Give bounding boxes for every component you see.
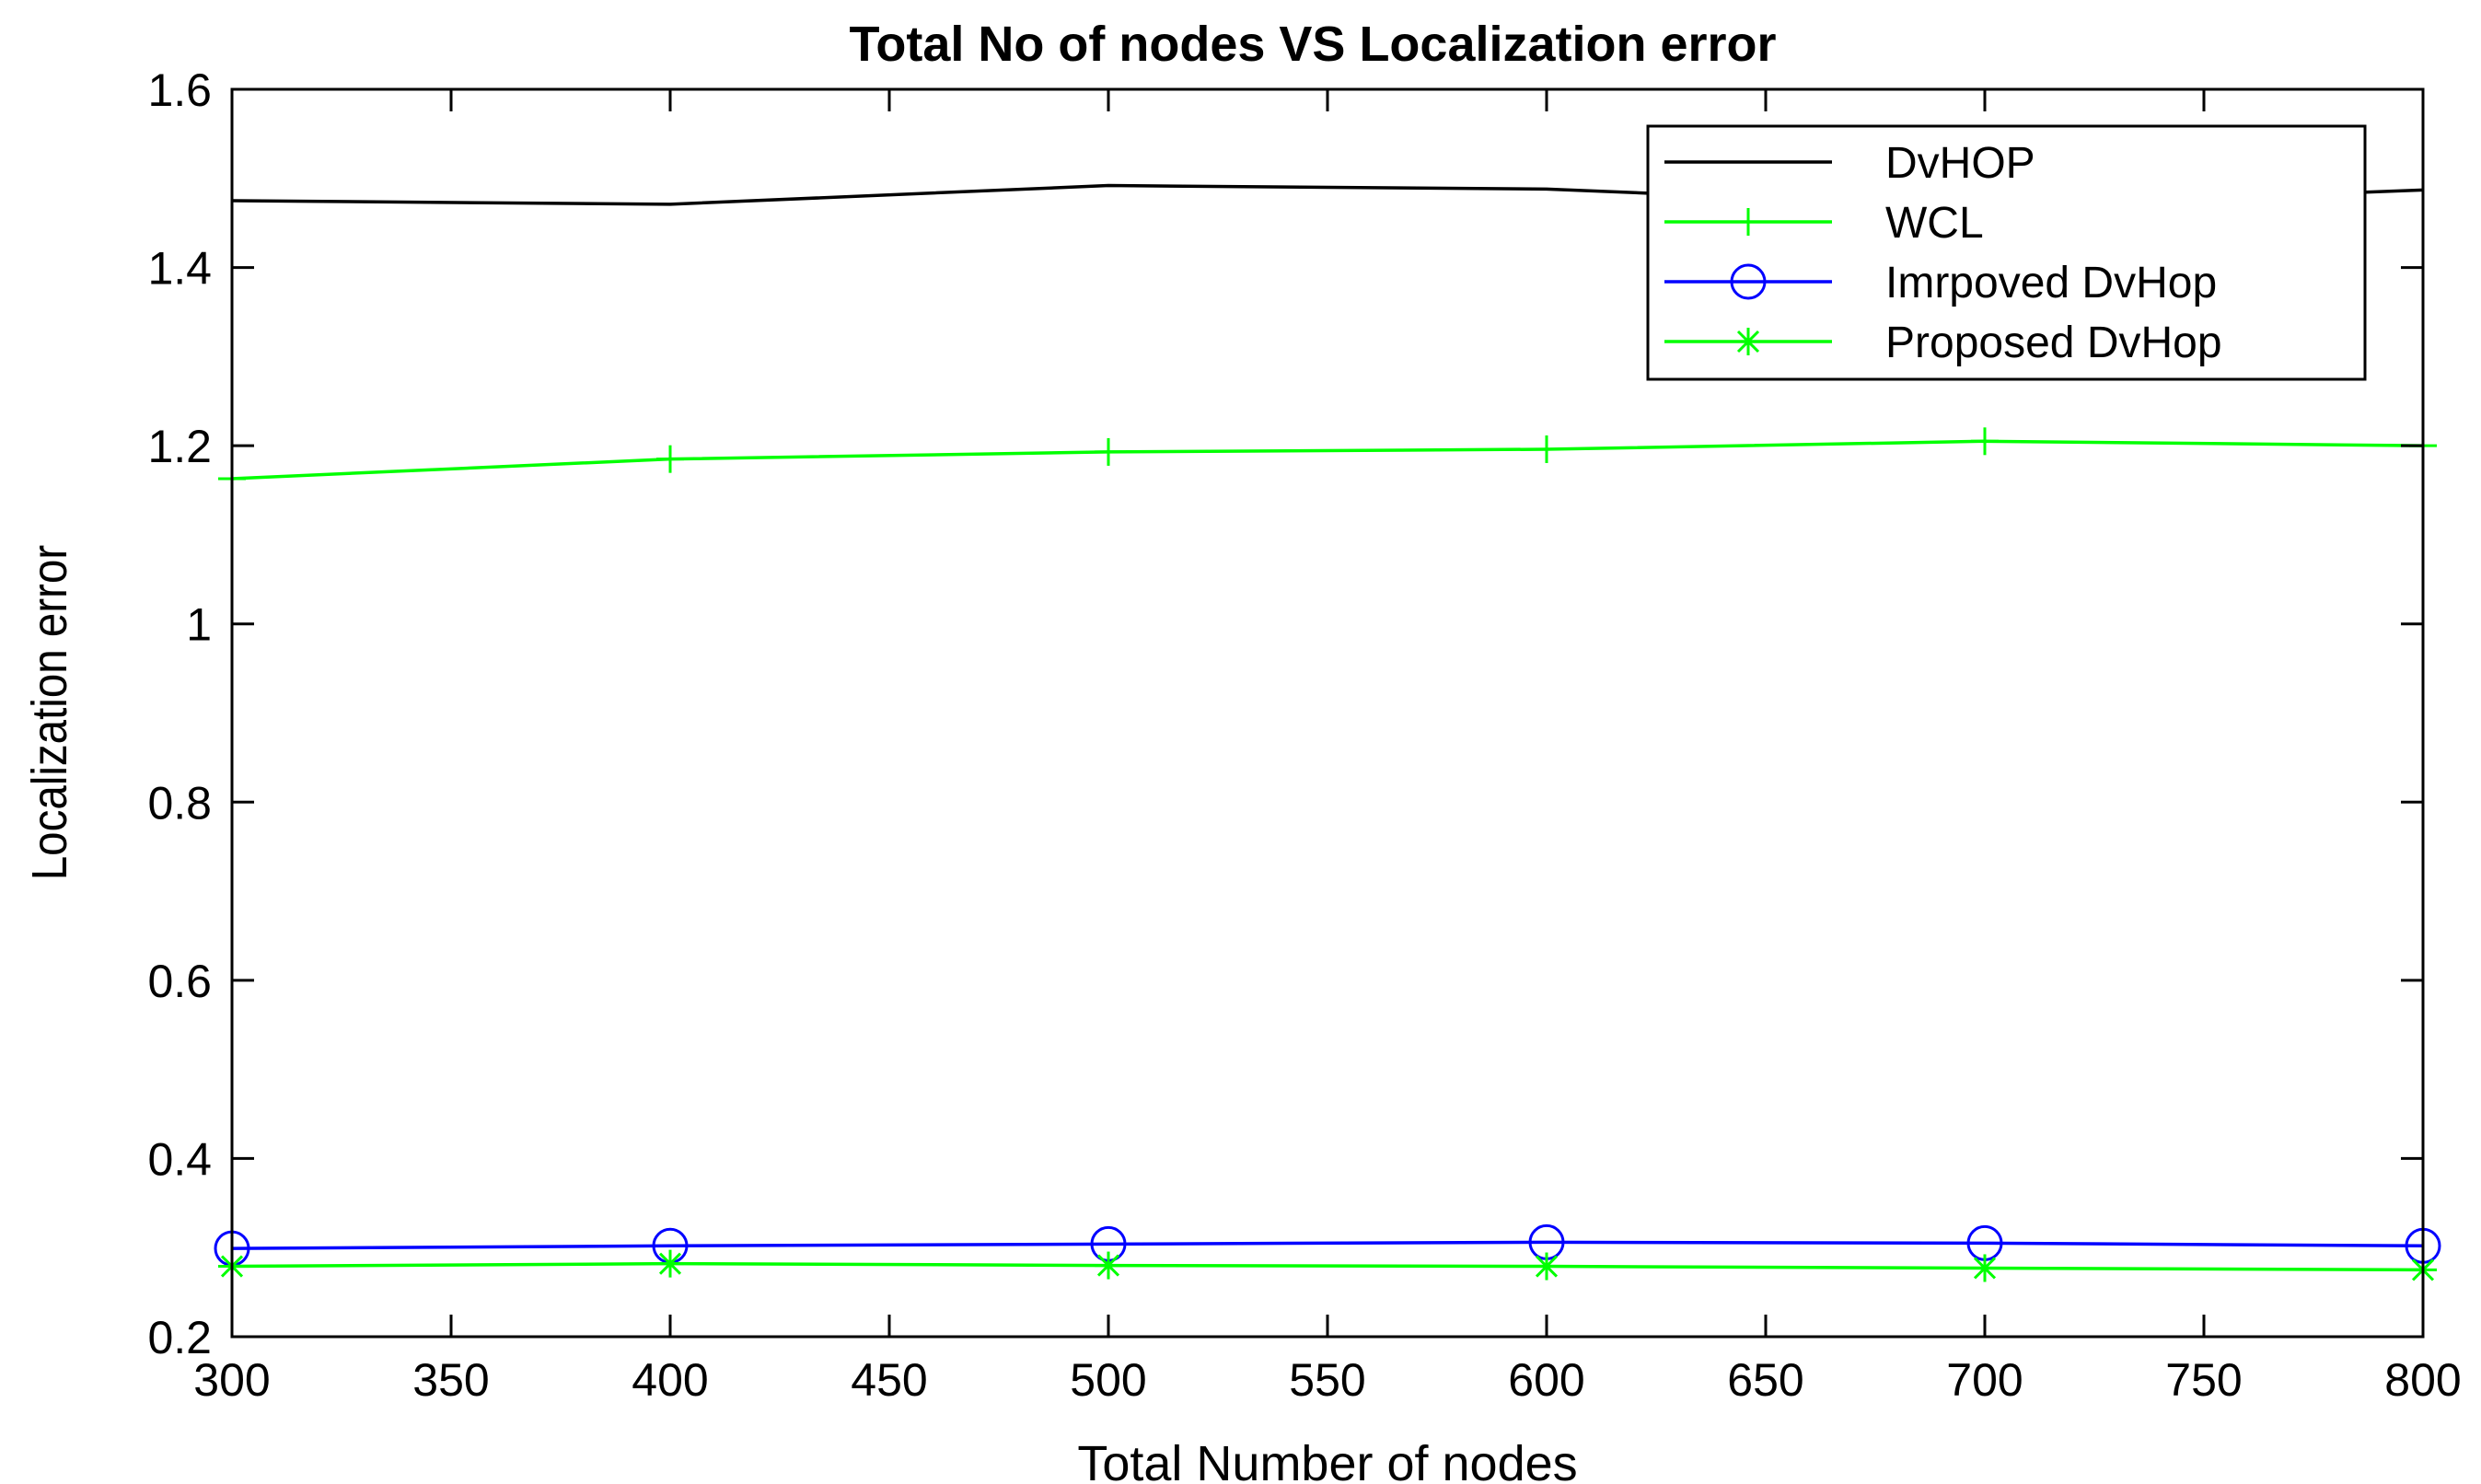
x-tick-label: 600 [1508,1354,1584,1406]
data-point-proposed-dvhop [1971,1254,1999,1282]
legend-marker [1730,263,1767,300]
legend-item-wcl: WCL [1664,199,1984,248]
legend-label: DvHOP [1885,139,2035,188]
data-point-wcl [656,445,684,473]
legend-label: Proposed DvHop [1885,319,2222,367]
data-point-wcl [1533,435,1560,464]
x-tick-label: 500 [1070,1354,1146,1406]
legend-box [1646,124,2367,381]
y-tick-label: 1.6 [147,64,212,116]
legend-item-imrpoved-dvhop: Imrpoved DvHop [1664,259,2217,307]
y-tick-label: 1.4 [147,243,212,295]
x-tick-label: 650 [1727,1354,1803,1406]
y-tick-label: 1 [186,599,212,651]
legend-marker [1734,208,1762,236]
series-line-imrpoved-dvhop [231,1240,2424,1250]
x-tick-label: 800 [2384,1354,2461,1406]
series-line-wcl [231,439,2424,481]
data-point-wcl [1971,427,1999,456]
series-wcl [218,427,2437,493]
data-point-proposed-dvhop [1533,1252,1560,1281]
x-tick-label: 400 [632,1354,708,1406]
x-tick-label: 450 [851,1354,927,1406]
data-point-proposed-dvhop [1095,1251,1122,1280]
series-imrpoved-dvhop [214,1223,2441,1267]
legend-item-dvhop: DvHOP [1664,139,2035,188]
legend-label: Imrpoved DvHop [1885,259,2217,307]
x-axis: 300 350 400 450 500 550 600 650 700 750 800 [193,89,2462,1406]
legend-label: WCL [1885,199,1984,248]
x-tick-label: 300 [193,1354,270,1406]
x-axis-label: Total Number of nodes [1077,1436,1577,1484]
chart-title: Total No of nodes VS Localization error [849,17,1776,72]
series-line-proposed-dvhop [231,1261,2424,1272]
x-tick-label: 700 [1946,1354,2023,1406]
x-tick-label: 550 [1289,1354,1365,1406]
y-axis-label: Localization error [21,545,77,881]
legend-marker [1734,328,1762,355]
legend: DvHOP WCL Imrpoved DvHop Proposed DvHop [1646,124,2367,381]
y-tick-label: 1.2 [147,421,212,472]
x-tick-label: 350 [412,1354,489,1406]
legend-item-proposed-dvhop: Proposed DvHop [1664,319,2222,367]
data-point-wcl [1095,437,1122,466]
y-tick-label: 0.4 [147,1133,212,1185]
data-point-proposed-dvhop [656,1249,684,1278]
y-tick-label: 0.6 [147,956,212,1007]
y-tick-label: 0.8 [147,777,212,829]
series-proposed-dvhop [218,1249,2437,1284]
y-axis: 0.2 0.4 0.6 0.8 1 1.2 1.4 1.6 [147,64,2423,1363]
y-tick-label: 0.2 [147,1312,212,1363]
x-tick-label: 750 [2165,1354,2242,1406]
